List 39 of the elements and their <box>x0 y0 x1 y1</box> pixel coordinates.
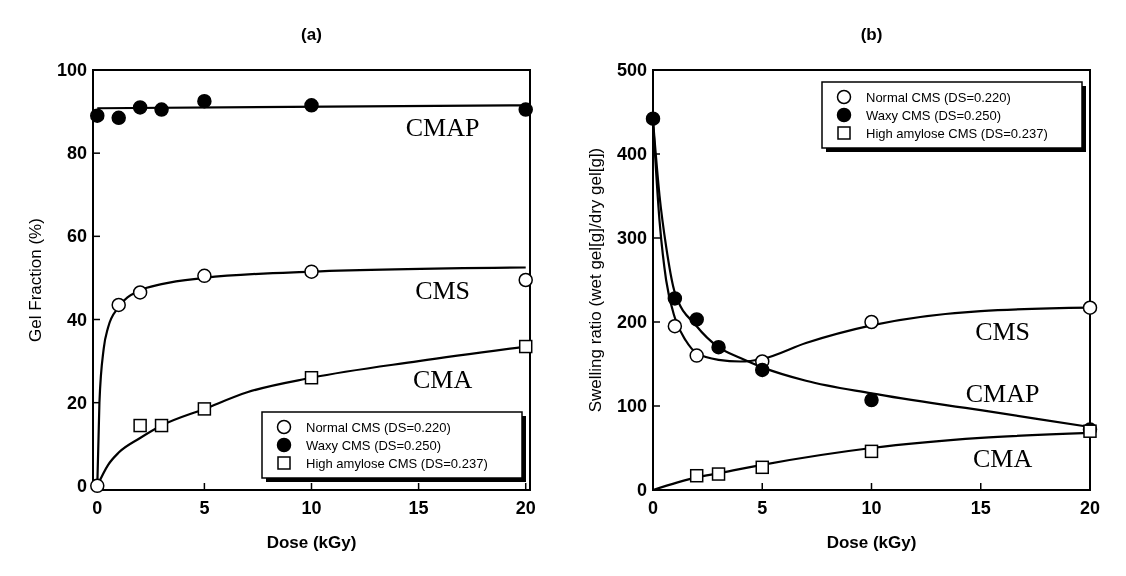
x-tick-label: 5 <box>757 498 768 518</box>
y-axis-title: Swelling ratio (wet gel[g]/dry gel[g]) <box>586 147 605 413</box>
series-label: CMA <box>972 443 1033 473</box>
y-tick-label: 80 <box>66 143 87 164</box>
x-axis-title: Dose (kGy) <box>266 533 357 552</box>
x-tick-label: 10 <box>301 498 322 518</box>
series-label: CMAP <box>965 378 1040 408</box>
series-label: CMA <box>412 364 473 394</box>
legend-label: High amylose CMS (DS=0.237) <box>306 456 488 471</box>
chart-title: (b) <box>860 25 883 44</box>
y-tick-label: 0 <box>76 475 87 496</box>
x-tick-label: 10 <box>861 498 882 518</box>
y-tick-label: 200 <box>616 312 647 332</box>
series-label: CMS <box>975 317 1031 347</box>
x-tick-label: 20 <box>515 498 536 518</box>
y-tick-label: 400 <box>616 144 647 164</box>
y-tick-label: 300 <box>616 228 647 248</box>
series-label: CMS <box>415 276 471 306</box>
x-axis-title: Dose (kGy) <box>826 533 917 552</box>
y-tick-label: 40 <box>66 309 87 330</box>
x-tick-label: 0 <box>92 498 103 518</box>
legend-label: High amylose CMS (DS=0.237) <box>866 126 1048 141</box>
x-tick-label: 15 <box>408 498 429 518</box>
y-tick-label: 100 <box>616 396 647 416</box>
y-tick-label: 60 <box>66 226 87 247</box>
y-tick-label: 500 <box>616 60 647 80</box>
series-label: CMAP <box>405 112 480 142</box>
y-tick-label: 100 <box>56 60 87 80</box>
y-axis-title: Gel Fraction (%) <box>26 218 45 342</box>
legend-label: Normal CMS (DS=0.220) <box>306 420 451 435</box>
x-tick-label: 20 <box>1079 498 1101 518</box>
chart-title: (a) <box>301 25 322 44</box>
legend-label: Waxy CMS (DS=0.250) <box>306 438 441 453</box>
y-tick-label: 0 <box>636 480 647 500</box>
x-tick-label: 5 <box>199 498 210 518</box>
x-tick-label: 15 <box>970 498 991 518</box>
legend-label: Normal CMS (DS=0.220) <box>866 90 1011 105</box>
y-tick-label: 20 <box>66 392 87 413</box>
legend-label: Waxy CMS (DS=0.250) <box>866 108 1001 123</box>
